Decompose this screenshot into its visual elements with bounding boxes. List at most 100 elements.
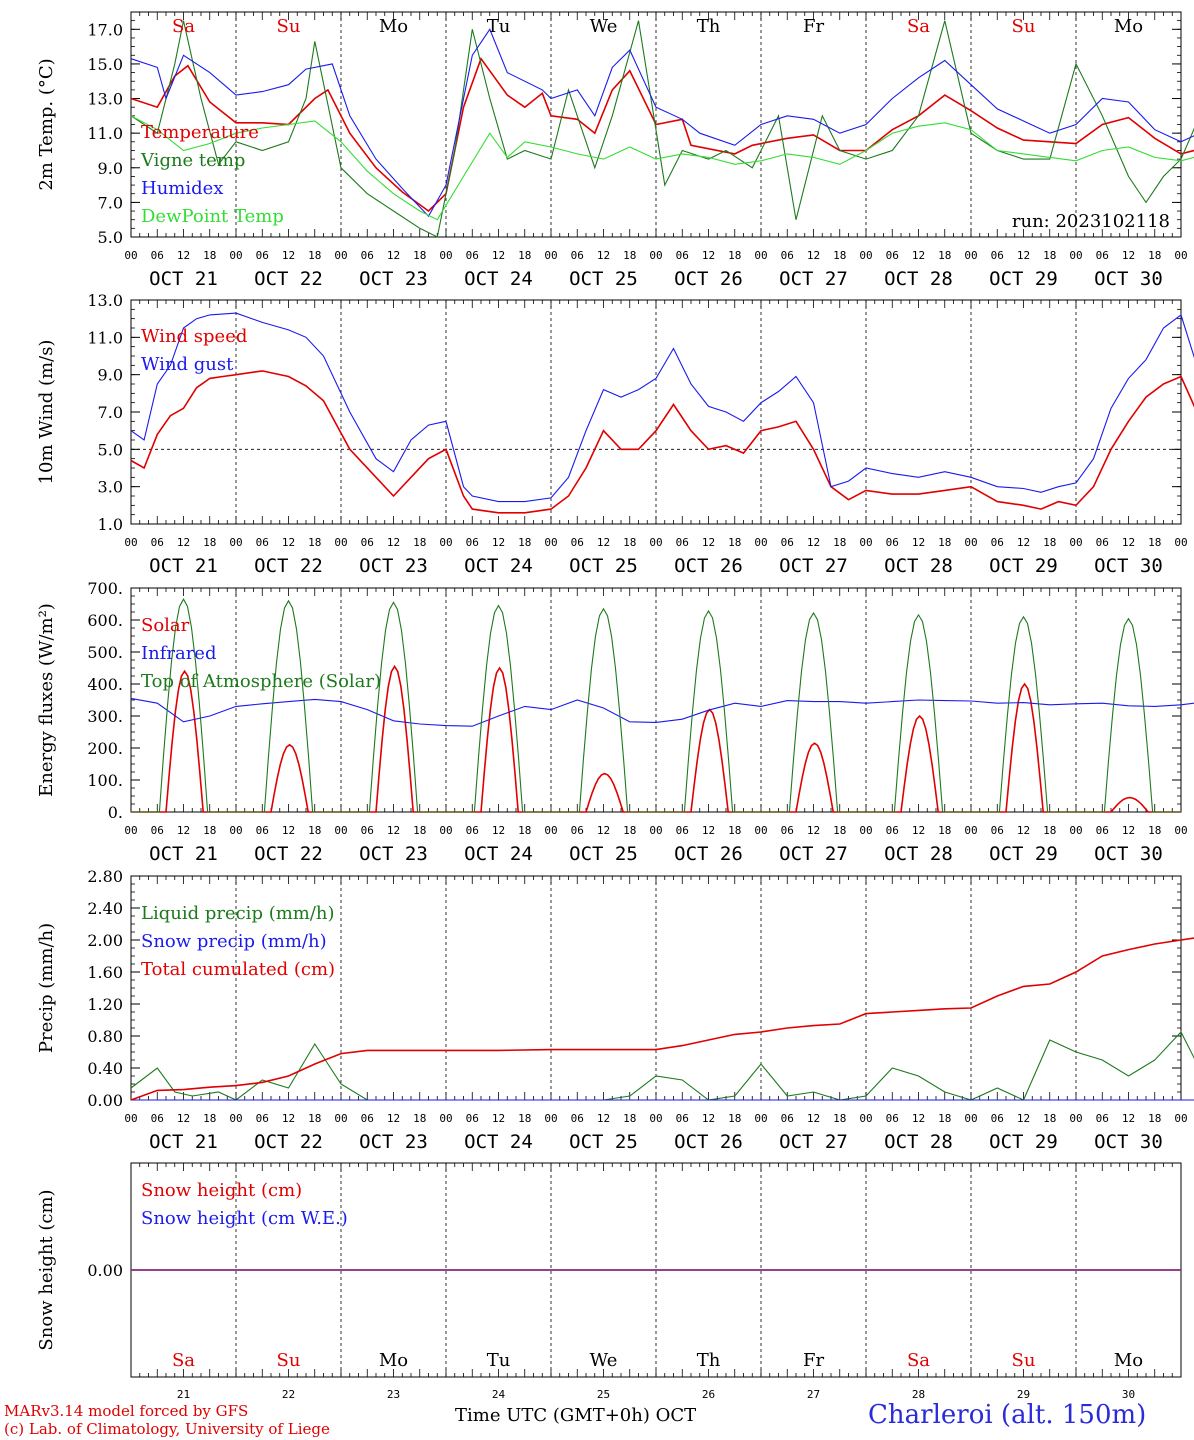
date-label: OCT 25: [569, 268, 638, 290]
hour-label: 00: [229, 536, 242, 549]
date-label: OCT 21: [149, 268, 218, 290]
day-number-label: 29: [1017, 1388, 1030, 1401]
date-label: OCT 28: [884, 1131, 953, 1153]
series-line-wind-speed: [130, 370, 1194, 514]
y-axis-title: 2m Temp. (°C): [36, 58, 57, 190]
date-label: OCT 28: [884, 555, 953, 577]
hour-label: 12: [492, 249, 505, 262]
hour-label: 00: [1174, 536, 1187, 549]
legend-dewpoint-temp: DewPoint Temp: [141, 206, 284, 227]
hour-label: 18: [938, 824, 951, 837]
hour-label: 18: [833, 824, 846, 837]
hour-label: 06: [676, 824, 689, 837]
hour-label: 06: [571, 536, 584, 549]
hour-label: 06: [886, 824, 899, 837]
station-name: Charleroi (alt. 150m): [868, 1400, 1147, 1430]
weekday-label: Tu: [487, 1350, 511, 1371]
model-line: MARv3.14 model forced by GFS: [4, 1402, 249, 1420]
model-credit: MARv3.14 model forced by GFS (c) Lab. of…: [4, 1402, 330, 1438]
hour-label: 06: [1096, 1112, 1109, 1125]
hour-label: 06: [361, 1112, 374, 1125]
hour-label: 00: [1174, 249, 1187, 262]
legend-liquid-precip-mm-h-: Liquid precip (mm/h): [141, 903, 335, 924]
y-tick-label: 5.0: [98, 440, 123, 459]
date-label: OCT 27: [779, 1131, 848, 1153]
day-number-label: 22: [282, 1388, 295, 1401]
hour-label: 12: [807, 536, 820, 549]
hour-label: 00: [229, 249, 242, 262]
hour-label: 18: [728, 249, 741, 262]
hour-label: 06: [781, 536, 794, 549]
hour-label: 12: [597, 536, 610, 549]
date-label: OCT 25: [569, 843, 638, 865]
hour-label: 06: [571, 824, 584, 837]
date-label: OCT 21: [149, 843, 218, 865]
legend-snow-height-cm-w-e-: Snow height (cm W.E.): [141, 1208, 348, 1229]
y-tick-label: 13.0: [87, 291, 123, 310]
weekday-label: Mo: [1114, 16, 1143, 37]
y-tick-label: 700.: [87, 579, 123, 598]
hour-label: 12: [1017, 536, 1030, 549]
date-label: OCT 23: [359, 268, 428, 290]
y-tick-label: 1.0: [98, 515, 123, 534]
hour-label: 00: [859, 1112, 872, 1125]
hour-label: 06: [256, 824, 269, 837]
date-label: OCT 30: [1094, 1131, 1163, 1153]
hour-label: 12: [807, 1112, 820, 1125]
hour-label: 12: [177, 824, 190, 837]
hour-label: 12: [702, 536, 715, 549]
date-label: OCT 28: [884, 268, 953, 290]
date-label: OCT 27: [779, 843, 848, 865]
y-tick-label: 0.00: [87, 1261, 123, 1280]
hour-label: 00: [964, 1112, 977, 1125]
hour-label: 00: [439, 249, 452, 262]
hour-label: 12: [387, 1112, 400, 1125]
hour-label: 12: [177, 249, 190, 262]
date-label: OCT 29: [989, 555, 1058, 577]
weekday-label: Su: [277, 16, 301, 37]
y-tick-label: 600.: [87, 611, 123, 630]
hour-label: 00: [1069, 536, 1082, 549]
hour-label: 06: [466, 536, 479, 549]
date-label: OCT 29: [989, 1131, 1058, 1153]
hour-label: 00: [964, 536, 977, 549]
hour-label: 00: [124, 249, 137, 262]
hour-label: 00: [1069, 249, 1082, 262]
hour-label: 00: [754, 249, 767, 262]
legend-temperature: Temperature: [141, 122, 259, 143]
hour-label: 12: [1122, 824, 1135, 837]
hour-label: 00: [859, 249, 872, 262]
series-line-top-of-atmosphere-solar-: [131, 598, 1181, 813]
hour-label: 18: [308, 249, 321, 262]
date-label: OCT 24: [464, 555, 533, 577]
hour-label: 12: [282, 1112, 295, 1125]
hour-label: 12: [912, 824, 925, 837]
legend-humidex: Humidex: [141, 178, 223, 199]
hour-label: 00: [1174, 824, 1187, 837]
series-line-vigne-temp: [130, 20, 1194, 238]
weekday-label: Tu: [487, 16, 511, 37]
legend-wind-gust: Wind gust: [141, 354, 234, 375]
y-axis-title: Energy fluxes (W/m²): [36, 603, 57, 797]
hour-label: 00: [649, 249, 662, 262]
hour-label: 00: [649, 824, 662, 837]
day-number-label: 21: [177, 1388, 190, 1401]
hour-label: 00: [859, 536, 872, 549]
hour-label: 06: [781, 249, 794, 262]
y-tick-label: 11.0: [87, 328, 123, 347]
hour-label: 12: [492, 536, 505, 549]
weekday-label: Sa: [172, 1350, 195, 1371]
y-tick-label: 13.0: [87, 90, 123, 109]
hour-label: 12: [387, 536, 400, 549]
date-label: OCT 26: [674, 1131, 743, 1153]
hour-label: 18: [938, 1112, 951, 1125]
hour-label: 18: [413, 249, 426, 262]
day-number-label: 26: [702, 1388, 715, 1401]
hour-label: 18: [623, 249, 636, 262]
legend-snow-precip-mm-h-: Snow precip (mm/h): [141, 931, 327, 952]
hour-label: 18: [728, 824, 741, 837]
y-tick-label: 17.0: [87, 20, 123, 39]
hour-label: 18: [938, 249, 951, 262]
hour-label: 06: [151, 249, 164, 262]
series-line-humidex: [130, 28, 1194, 218]
